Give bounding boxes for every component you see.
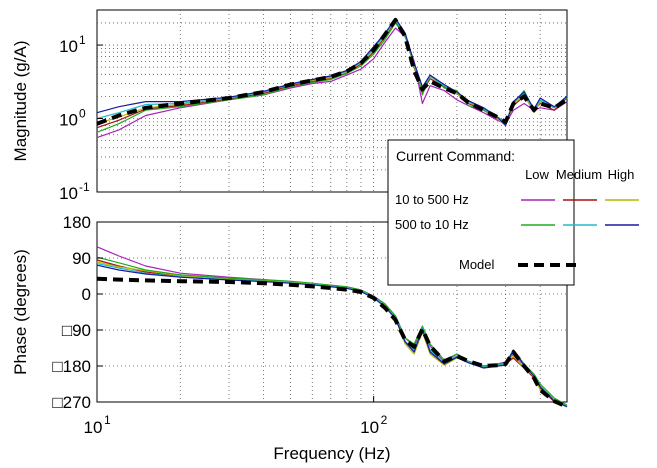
phase-y-tick-label: 0 — [82, 285, 91, 304]
legend-column-medium: Medium — [556, 167, 602, 182]
phase-y-tick-label: 90 — [72, 249, 91, 268]
magnitude-y-tick-label: 10 — [59, 184, 78, 203]
legend-title: Current Command: — [396, 148, 515, 164]
magnitude-series-group — [96, 17, 569, 139]
legend-model-label: Model — [459, 257, 495, 272]
phase-y-tick-label: □90 — [62, 321, 91, 340]
phase-y-tick-label: □180 — [52, 357, 91, 376]
magnitude-y-tick-exponent: 1 — [79, 33, 86, 47]
x-axis-label: Frequency (Hz) — [273, 444, 390, 463]
legend-column-high: High — [608, 167, 635, 182]
phase-series-line-model — [96, 276, 568, 409]
magnitude-y-axis-label: Magnitude (g/A) — [11, 41, 30, 162]
magnitude-series-line-model — [96, 17, 569, 126]
magnitude-y-tick-label: 10 — [59, 111, 78, 130]
legend-swatches — [521, 199, 639, 226]
legend-row-down-sweep-label: 500 to 10 Hz — [395, 217, 469, 232]
magnitude-y-tick-exponent: 0 — [79, 107, 86, 121]
phase-y-tick-label: 180 — [63, 213, 91, 232]
magnitude-y-tick-exponent: -1 — [79, 180, 90, 194]
legend-column-low: Low — [525, 167, 549, 182]
legend-box — [387, 139, 575, 286]
phase-series-group — [96, 246, 568, 409]
phase-y-ticks: 180 90 0 □90 □180 □270 — [52, 213, 103, 412]
magnitude-y-tick-label: 10 — [59, 37, 78, 56]
x-tick-exponent: 2 — [381, 413, 388, 427]
phase-y-tick-label: □270 — [52, 393, 91, 412]
x-tick-label: 10 — [84, 418, 103, 437]
x-tick-exponent: 1 — [104, 413, 111, 427]
legend: Current Command: Low Medium High 10 to 5… — [387, 139, 639, 286]
phase-x-ticks: 10 1 10 2 — [84, 396, 388, 437]
phase-y-axis-label: Phase (degrees) — [11, 249, 30, 375]
x-tick-label: 10 — [360, 418, 379, 437]
legend-row-up-sweep-label: 10 to 500 Hz — [395, 192, 469, 207]
